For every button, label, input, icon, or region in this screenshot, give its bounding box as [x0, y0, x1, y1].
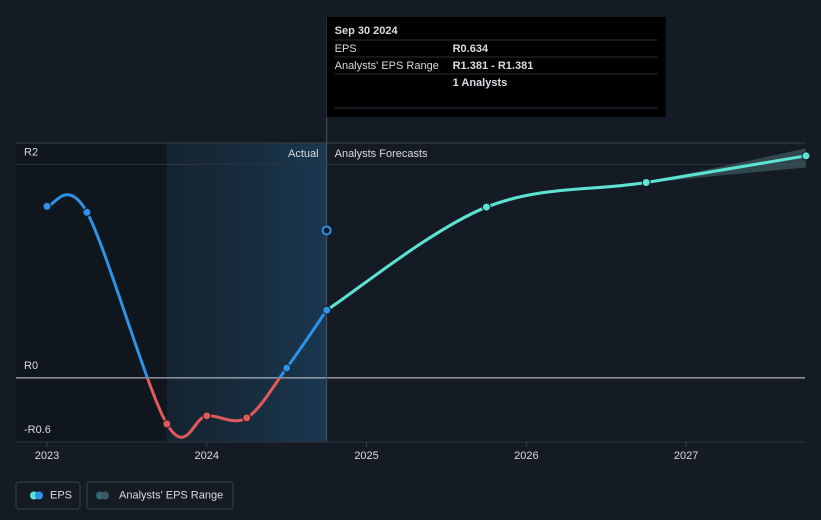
tooltip — [326, 17, 666, 117]
forecast-point — [641, 178, 651, 188]
eps-point — [322, 305, 332, 315]
legend-icon — [101, 491, 109, 500]
tooltip-eps-value: R0.634 — [453, 43, 489, 55]
x-tick-label: 2027 — [674, 450, 698, 462]
tooltip-range-value: R1.381 - R1.381 — [453, 60, 534, 72]
eps-point — [202, 411, 212, 421]
legend-label: Analysts' EPS Range — [119, 489, 223, 501]
eps-point — [42, 201, 52, 211]
actual-label: Actual — [288, 148, 319, 160]
tooltip-eps-label: EPS — [335, 43, 357, 55]
eps-point — [82, 207, 92, 217]
forecast-point — [801, 151, 811, 161]
forecast-line — [325, 154, 807, 312]
tooltip-analysts: 1 Analysts — [453, 77, 508, 89]
eps-point — [242, 413, 252, 423]
legend-icon — [35, 491, 43, 500]
y-tick-label: R2 — [24, 146, 38, 158]
eps-line-negative — [145, 377, 282, 439]
legend-item[interactable]: Analysts' EPS Range — [86, 481, 234, 510]
legend-item[interactable]: EPS — [15, 481, 81, 510]
actual-region — [166, 143, 327, 442]
y-tick-label: R0 — [24, 360, 38, 372]
x-tick-label: 2025 — [354, 450, 378, 462]
past-region — [16, 143, 167, 442]
x-tick-label: 2026 — [514, 450, 538, 462]
analyst-estimate — [321, 225, 332, 236]
eps-point — [162, 419, 172, 429]
tooltip-date: Sep 30 2024 — [335, 25, 399, 37]
legend-label: EPS — [50, 489, 72, 501]
y-tick-label: -R0.6 — [24, 424, 51, 436]
x-tick-label: 2024 — [195, 450, 219, 462]
forecast-point — [481, 202, 491, 212]
legend-box — [15, 481, 81, 510]
legend-box — [86, 481, 234, 510]
x-tick-label: 2023 — [35, 450, 59, 462]
tooltip-range-label: Analysts' EPS Range — [335, 60, 439, 72]
eps-point — [282, 363, 292, 373]
forecast-label: Analysts Forecasts — [335, 148, 428, 160]
